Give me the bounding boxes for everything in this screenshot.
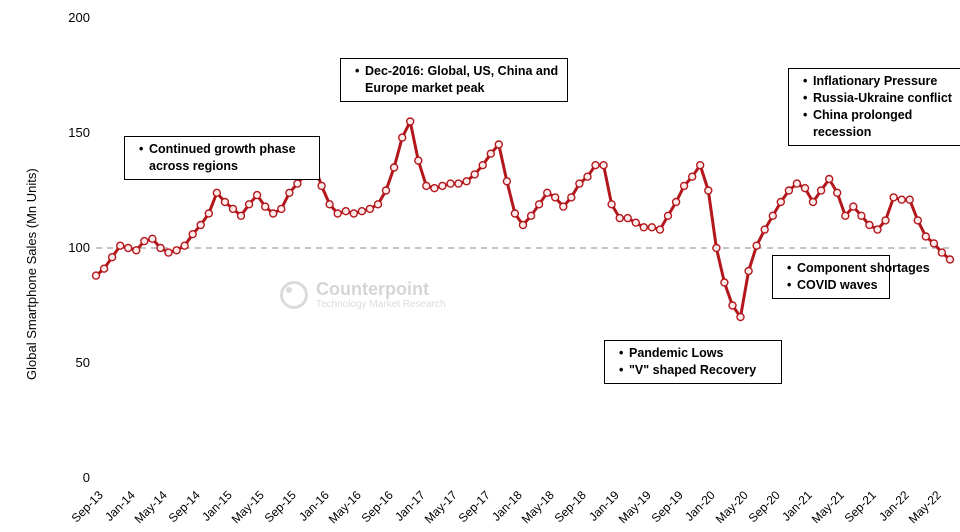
callout-item: Inflationary Pressure <box>797 73 955 90</box>
y-tick-label: 0 <box>0 470 90 485</box>
callout-item: "V" shaped Recovery <box>613 362 773 379</box>
callout-component-covid: Component shortagesCOVID waves <box>772 255 890 299</box>
callout-item: Russia-Ukraine conflict <box>797 90 955 107</box>
callout-item: China prolonged recession <box>797 107 955 141</box>
callout-inflation-etc: Inflationary PressureRussia-Ukraine conf… <box>788 68 960 146</box>
y-tick-label: 100 <box>0 240 90 255</box>
y-tick-label: 50 <box>0 355 90 370</box>
counterpoint-watermark: Counterpoint Technology Market Research <box>280 280 446 310</box>
callout-dec-2016-peak: Dec-2016: Global, US, China and Europe m… <box>340 58 568 102</box>
callout-item: Pandemic Lows <box>613 345 773 362</box>
watermark-line2: Technology Market Research <box>316 300 446 310</box>
callout-pandemic-lows: Pandemic Lows"V" shaped Recovery <box>604 340 782 384</box>
callout-item: Dec-2016: Global, US, China and Europe m… <box>349 63 559 97</box>
callout-growth-phase: Continued growth phase across regions <box>124 136 320 180</box>
watermark-line1: Counterpoint <box>316 280 446 298</box>
watermark-icon <box>280 281 308 309</box>
chart-container: Global Smartphone Sales (Mn Units) 0 50 10… <box>0 0 960 532</box>
y-axis-title: Global Smartphone Sales (Mn Units) <box>24 168 39 380</box>
callout-item: Component shortages <box>781 260 881 277</box>
y-tick-label: 200 <box>0 10 90 25</box>
callout-item: Continued growth phase across regions <box>133 141 311 175</box>
callout-item: COVID waves <box>781 277 881 294</box>
y-tick-label: 150 <box>0 125 90 140</box>
